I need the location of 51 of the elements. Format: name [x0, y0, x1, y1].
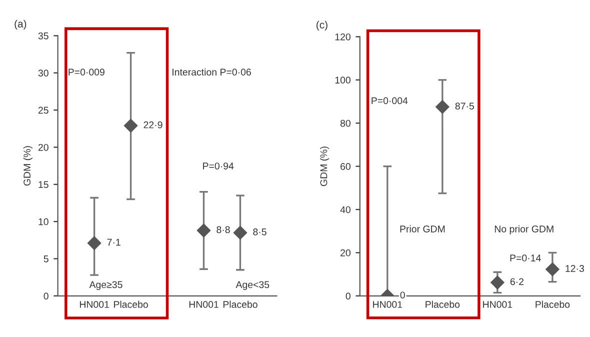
x-tick-label: Placebo [114, 300, 148, 308]
x-tick-label: HN001 [80, 301, 109, 308]
data-label: 6·2 [510, 278, 524, 286]
data-label: 0 [400, 292, 405, 298]
annotation: Age≥35 [89, 281, 122, 290]
annotation: Age<35 [236, 281, 270, 290]
y-tick-label: 60 [340, 163, 350, 170]
y-tick-label: 100 [335, 76, 350, 84]
x-tick-label: HN001 [483, 301, 512, 308]
x-tick-label: Placebo [223, 300, 258, 308]
y-tick-label: 35 [38, 32, 48, 40]
y-tick-label: 10 [38, 218, 48, 226]
y-tick-label: 0 [44, 292, 48, 300]
point [233, 226, 248, 240]
annotation: P=0·94 [203, 162, 234, 170]
y-axis-title: GDM (%) [320, 146, 330, 186]
chart-title: (a) [14, 20, 26, 30]
y-tick-label: 5 [44, 256, 48, 262]
x-tick-label: Placebo [426, 300, 460, 308]
y-axis-title: GDM (%) [23, 146, 32, 186]
annotation: Interaction P=0·06 [172, 68, 251, 76]
point [196, 224, 211, 238]
x-tick-label: Placebo [536, 300, 570, 308]
point [546, 262, 560, 276]
data-label: 87·5 [455, 102, 474, 110]
y-tick-label: 0 [346, 292, 350, 300]
annotation: P=0·009 [68, 68, 104, 76]
y-tick-label: 40 [340, 206, 350, 214]
annotation: P=0·004 [372, 97, 408, 104]
y-tick-label: 20 [38, 144, 48, 151]
data-label: 8·8 [216, 226, 230, 234]
y-tick-label: 120 [335, 33, 350, 40]
y-tick-label: 20 [340, 249, 350, 256]
point [124, 118, 138, 133]
annotation: No prior GDM [494, 225, 554, 234]
y-tick-label: 30 [38, 70, 48, 77]
y-tick-label: 80 [340, 120, 350, 127]
annotation: Prior GDM [400, 225, 445, 232]
point [490, 276, 504, 290]
point [87, 236, 102, 250]
point [435, 100, 450, 114]
chart-title: (c) [316, 20, 328, 31]
data-label: 7·1 [107, 238, 120, 246]
x-tick-label: HN001 [373, 301, 402, 308]
data-label: 8·5 [253, 228, 266, 236]
data-label: 22·9 [144, 121, 162, 128]
data-label: 12·3 [566, 265, 584, 272]
y-tick-label: 25 [38, 106, 48, 114]
y-tick-label: 15 [38, 181, 48, 188]
x-tick-label: HN001 [189, 301, 218, 308]
annotation: P=0·14 [510, 254, 541, 262]
